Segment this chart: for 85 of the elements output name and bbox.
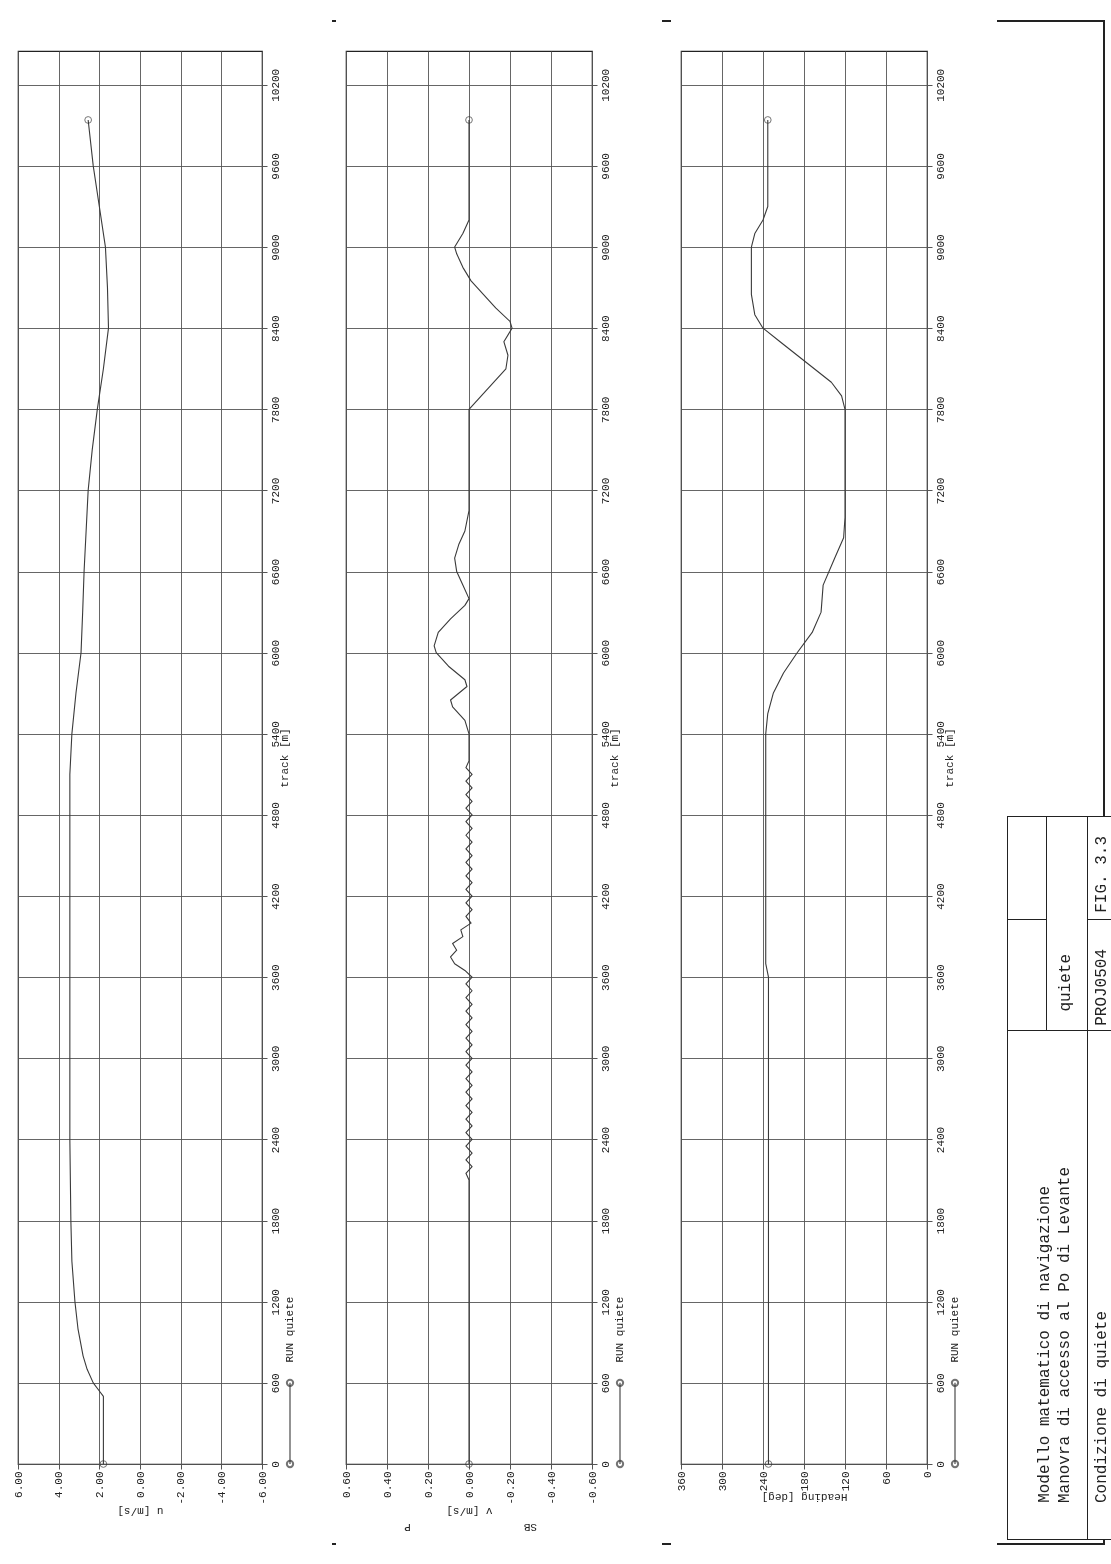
y-tick-label: 1200 [599,1289,612,1316]
y-tick-label: 4800 [599,802,612,829]
y-tick-label: 8400 [599,315,612,342]
x-tick-label: -0.60 [586,1471,599,1505]
x-tick-label: 2.00 [93,1471,106,1498]
y-tick-label: 8400 [934,315,947,342]
y-tick-label: 0 [269,1461,282,1468]
text: SB [523,1521,538,1533]
y-tick-label: 600 [269,1373,282,1394]
text: RUN quiete [284,1296,296,1363]
y-tick-label: 2400 [269,1126,282,1154]
x-tick-label: 300 [716,1471,729,1492]
x-tick-label: 0.40 [381,1471,394,1498]
y-tick-label: 3600 [269,964,282,991]
x-tick-label: 0.60 [340,1471,353,1498]
y-tick-label: 9000 [269,234,282,261]
y-tick-label: 4200 [599,883,612,910]
y-tick-label: 7800 [269,396,282,424]
y-tick-label: 9000 [599,234,612,261]
y-tick-label: 1200 [934,1289,947,1316]
y-tick-label: 10200 [934,68,947,102]
y-tick-label: 4200 [934,883,947,910]
x-tick-label: 0.00 [134,1471,147,1498]
x-tick-label: 360 [675,1471,688,1492]
x-tick-label: -4.00 [215,1471,228,1505]
y-axis-title: track [m] [278,728,291,788]
text: RUN quiete [614,1296,626,1363]
y-tick-label: 7200 [269,477,282,505]
y-tick-label: 7800 [934,396,947,424]
x-tick-label: -6.00 [256,1471,269,1505]
caption: FIG. 3.3 [1093,836,1111,913]
y-tick-label: 6600 [599,558,612,586]
y-tick-label: 4800 [934,802,947,829]
y-tick-label: 600 [934,1373,947,1394]
x-tick-label: 0.00 [463,1471,476,1498]
y-tick-label: 3000 [934,1045,947,1073]
y-tick-label: 6000 [599,640,612,667]
x-axis-title: u [m/s] [117,1504,164,1517]
text: RUN quiete [949,1296,961,1363]
y-tick-label: 6000 [269,640,282,667]
y-axis-title: track [m] [608,728,621,788]
y-tick-label: 7200 [599,477,612,505]
x-axis-title: Heading [deg] [761,1491,848,1504]
y-tick-label: 9600 [599,153,612,180]
y-tick-label: 3000 [269,1045,282,1073]
x-tick-label: 4.00 [53,1471,66,1498]
y-tick-label: 4200 [269,883,282,910]
x-tick-label: 0 [921,1471,934,1479]
y-tick-label: 1200 [269,1289,282,1316]
y-tick-label: 7800 [599,396,612,424]
y-tick-label: 9600 [934,153,947,180]
y-tick-label: 10200 [269,68,282,102]
x-tick-label: 240 [757,1471,770,1492]
x-tick-label: 6.00 [12,1471,25,1498]
y-tick-label: 6600 [269,558,282,586]
y-tick-label: 1800 [269,1207,282,1235]
y-axis-title: track [m] [943,728,956,788]
y-tick-label: 8400 [269,315,282,342]
x-tick-label: 60 [880,1471,893,1485]
y-tick-label: 0 [934,1461,947,1468]
y-tick-label: 2400 [599,1126,612,1154]
x-axis-title: v [m/s] [446,1504,493,1517]
y-tick-label: 3600 [934,964,947,991]
x-tick-label: -2.00 [175,1471,188,1505]
y-tick-label: 9600 [269,153,282,180]
y-tick-label: 2400 [934,1126,947,1154]
y-tick-label: 9000 [934,234,947,261]
text: P [403,1521,411,1533]
y-tick-label: 3000 [599,1045,612,1073]
y-tick-label: 4800 [269,802,282,829]
x-tick-label: -0.20 [504,1471,517,1505]
x-tick-label: 180 [798,1471,811,1492]
x-tick-label: -0.40 [545,1471,558,1505]
y-tick-label: 3600 [599,964,612,991]
title-block-table: Modello matematico di navigazione Manovra di accesso al Po di Levante Condizione di quiete quiete FIG. 3.3 PROJ0504 [1007,816,1111,1540]
y-tick-label: 6600 [934,558,947,586]
y-tick-label: 6000 [934,640,947,667]
y-tick-label: 10200 [599,68,612,102]
y-tick-label: 1800 [599,1207,612,1235]
y-tick-label: 0 [599,1461,612,1468]
x-tick-label: 0.20 [422,1471,435,1498]
y-tick-label: 7200 [934,477,947,505]
y-tick-label: 600 [599,1373,612,1394]
y-tick-label: 1800 [934,1207,947,1235]
x-tick-label: 120 [839,1471,852,1492]
